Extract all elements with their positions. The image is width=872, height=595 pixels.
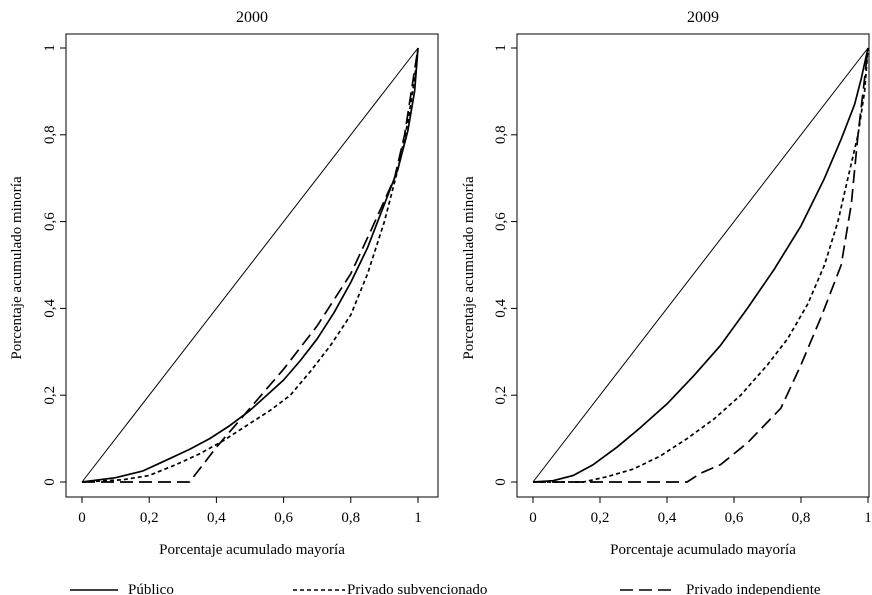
- legend-label: Privado independiente: [686, 582, 821, 595]
- x-tick-label: 0: [529, 510, 537, 526]
- plot-marks: [532, 47, 869, 483]
- equality-line: [532, 47, 869, 483]
- chart-title: 2000: [236, 9, 268, 26]
- x-tick-label: 0,2: [591, 510, 610, 526]
- x-tick-label: 0,6: [274, 510, 293, 526]
- y-tick-label: 0,6: [493, 212, 509, 231]
- x-tick-label: 0: [78, 510, 86, 526]
- x-tick-label: 1: [864, 510, 872, 526]
- plot-marks: [81, 47, 419, 483]
- x-tick-label: 0,8: [792, 510, 811, 526]
- y-axis-label: Porcentaje acumulado minoría: [461, 176, 477, 360]
- y-tick-label: 0,4: [42, 299, 58, 318]
- plot-frame: [516, 33, 870, 498]
- y-tick-label: 1: [42, 44, 58, 52]
- x-tick-label: 0,4: [207, 510, 226, 526]
- series-line-solid: [532, 47, 869, 483]
- legend-label: Privado subvencionado: [347, 582, 487, 595]
- legend-item-publico: Público: [70, 582, 174, 595]
- y-tick-label: 0,4: [493, 299, 509, 318]
- series-line-longdash: [533, 47, 869, 483]
- plot-frame: [65, 33, 439, 498]
- axis-ticks: 0 0,2 0,4 0,6 0,8 1 0 0,2 0,4 0,6 0,8 1: [493, 44, 872, 526]
- x-tick-label: 0,6: [725, 510, 744, 526]
- y-tick-label: 1: [493, 44, 509, 52]
- y-tick-label: 0: [493, 478, 509, 486]
- legend-label: Público: [128, 582, 174, 595]
- y-tick-label: 0: [42, 478, 58, 486]
- x-tick-label: 0,2: [140, 510, 159, 526]
- chart-panel-2009: 2009 Porcentaje acumulado mayoría Porcen…: [461, 9, 872, 558]
- chart-panel-2000: 2000 Porcentaje acumulado mayoría Porcen…: [9, 9, 439, 558]
- legend-item-privado-independiente: Privado independiente: [620, 582, 821, 595]
- legend: Público Privado subvencionado Privado in…: [70, 582, 821, 595]
- legend-item-privado-subvencionado: Privado subvencionado: [293, 582, 487, 595]
- y-tick-label: 0,6: [42, 212, 58, 231]
- chart-title: 2009: [687, 9, 719, 26]
- axis-ticks: 0 0,2 0,4 0,6 0,8 1 0 0,2 0,4 0,6 0,8 1: [42, 44, 422, 526]
- x-tick-label: 1: [414, 510, 422, 526]
- y-tick-label: 0,8: [493, 125, 509, 144]
- equality-line: [81, 47, 419, 483]
- y-tick-label: 0,2: [493, 386, 509, 405]
- x-tick-label: 0,8: [341, 510, 360, 526]
- y-tick-label: 0,2: [42, 386, 58, 405]
- x-axis-label: Porcentaje acumulado mayoría: [159, 542, 345, 558]
- series-line-dashed: [81, 47, 419, 483]
- y-axis-label: Porcentaje acumulado minoría: [9, 176, 25, 360]
- series-line-longdash: [82, 47, 419, 483]
- y-tick-label: 0,8: [42, 125, 58, 144]
- series-line-dashed: [533, 47, 869, 483]
- x-axis-label: Porcentaje acumulado mayoría: [610, 542, 796, 558]
- x-tick-label: 0,4: [658, 510, 677, 526]
